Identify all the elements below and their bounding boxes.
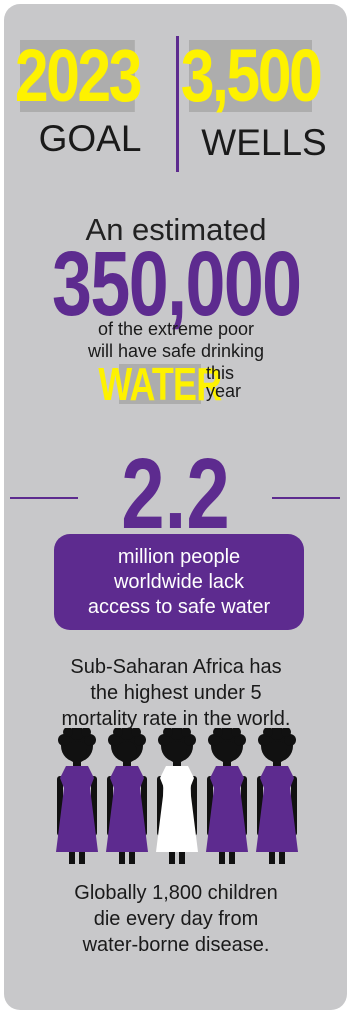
africa-line-1: Sub-Saharan Africa has (70, 656, 282, 678)
goal-wells-count: 3,500 (180, 34, 323, 117)
lack-line-1: million people (117, 545, 241, 568)
left-rule (10, 497, 78, 499)
lack-line-2: worldwide lack (113, 570, 245, 593)
estimate-line-1: of the extreme poor (97, 319, 255, 339)
year-word: year (206, 381, 242, 401)
estimate-line-2: will have safe drinking (87, 341, 265, 361)
right-rule (272, 497, 340, 499)
lack-line-3: access to safe water (87, 595, 271, 618)
goal-year: 2023 (14, 34, 143, 117)
child-figure-purple (106, 728, 148, 864)
child-figure-purple (206, 728, 248, 864)
this-year-text: this year (206, 364, 241, 400)
children-line-2: die every day from (93, 908, 259, 930)
africa-line-3: mortality rate in the world. (61, 708, 291, 730)
estimated-number: 350,000 (51, 233, 302, 335)
lack-access-pill: million people worldwide lack access to … (54, 534, 304, 630)
children-line-3: water-borne disease. (82, 934, 270, 956)
child-figure-purple (56, 728, 98, 864)
goal-divider (176, 36, 179, 172)
child-figure-purple (256, 728, 298, 864)
water-highlight: WATER (98, 358, 223, 410)
children-figures (56, 728, 298, 864)
africa-line-2: the highest under 5 (90, 682, 262, 704)
lack-number: 2.2 (121, 438, 231, 550)
child-figure-white (156, 728, 198, 864)
wells-label: WELLS (201, 122, 327, 163)
this-word: this (206, 363, 235, 383)
children-line-1: Globally 1,800 children (74, 882, 278, 904)
goal-label: GOAL (38, 118, 142, 159)
estimated-lead: An estimated (85, 212, 267, 247)
